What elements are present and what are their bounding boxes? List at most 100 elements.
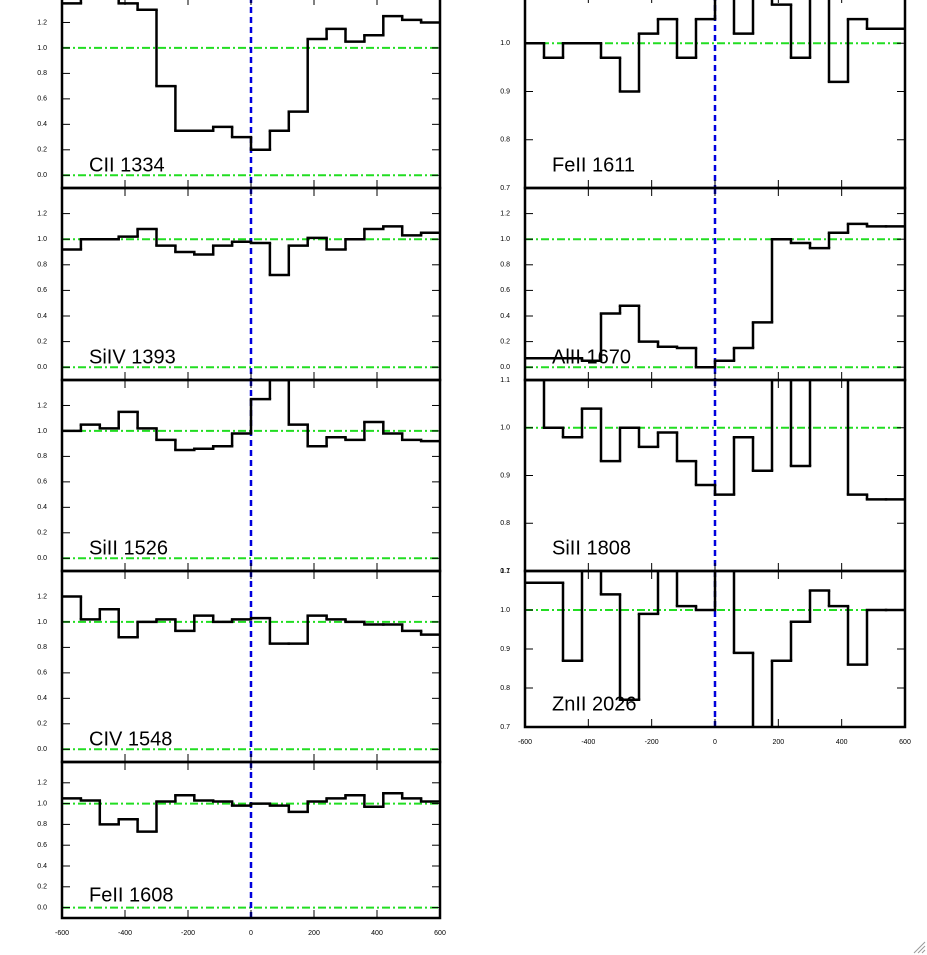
y-tick-label: 0.8 <box>37 453 47 460</box>
y-tick-label: 1.0 <box>500 607 510 614</box>
y-tick-label: 1.0 <box>500 236 510 243</box>
line-label: SiII 1808 <box>552 537 631 559</box>
step-series <box>62 791 440 833</box>
y-tick-label: 0.6 <box>37 479 47 486</box>
x-tick-label: 600 <box>434 930 446 937</box>
y-tick-label: 0.4 <box>37 695 47 702</box>
y-tick-label: 0.0 <box>37 904 47 911</box>
y-tick-label: 0.9 <box>500 88 510 95</box>
y-tick-label: 0.9 <box>500 646 510 653</box>
x-tick-label: -600 <box>55 930 69 937</box>
y-tick-label: 0.7 <box>500 185 510 192</box>
y-tick-label: 0.0 <box>37 364 47 371</box>
step-series <box>525 0 905 93</box>
line-label: SiII 1526 <box>89 537 168 559</box>
y-tick-label: 1.1 <box>500 377 510 384</box>
y-tick-label: 0.6 <box>500 287 510 294</box>
y-tick-label: 1.2 <box>37 19 47 26</box>
resize-grip <box>913 941 926 954</box>
line-label: FeII 1608 <box>89 884 174 906</box>
panel: 0.0 0.2 0.4 0.6 0.8 1.0 1.2 -600 -400 -200 0 200 400… <box>37 760 446 937</box>
step-series <box>525 571 905 727</box>
panel: 0.0 0.2 0.4 0.6 0.8 1.0 1.2 CIV 1548 <box>37 569 442 764</box>
x-tick-label: 200 <box>772 739 784 746</box>
y-tick-label: 1.2 <box>37 210 47 217</box>
x-tick-label: -400 <box>118 930 132 937</box>
y-tick-label: 1.2 <box>37 402 47 409</box>
y-tick-label: 0.2 <box>37 147 47 154</box>
y-tick-label: 0.0 <box>37 172 47 179</box>
x-tick-label: 0 <box>249 930 253 937</box>
y-tick-label: 1.0 <box>37 236 47 243</box>
y-tick-label: 0.8 <box>500 685 510 692</box>
y-tick-label: 0.6 <box>37 287 47 294</box>
panel: 0.0 0.2 0.4 0.6 0.8 1.0 1.2 CII 1334 <box>37 0 442 190</box>
step-series <box>525 380 905 501</box>
y-tick-label: 1.2 <box>500 210 510 217</box>
x-tick-label: -600 <box>518 739 532 746</box>
y-tick-label: 0.8 <box>500 520 510 527</box>
y-tick-label: 1.0 <box>500 40 510 47</box>
y-tick-label: 0.8 <box>500 262 510 269</box>
y-tick-label: 1.0 <box>37 800 47 807</box>
y-tick-label: 1.0 <box>37 45 47 52</box>
panel: 0.0 0.2 0.4 0.6 0.8 1.0 1.2 SiIV 1393 <box>37 186 442 382</box>
line-label: AlII 1670 <box>552 346 631 368</box>
y-tick-label: 0.4 <box>37 863 47 870</box>
y-tick-label: 0.2 <box>37 721 47 728</box>
y-tick-label: 0.8 <box>37 821 47 828</box>
y-tick-label: 0.9 <box>500 472 510 479</box>
y-tick-label: 0.0 <box>500 364 510 371</box>
y-tick-label: 0.2 <box>500 338 510 345</box>
x-tick-label: 600 <box>899 739 911 746</box>
y-tick-label: 0.8 <box>500 137 510 144</box>
y-tick-label: 0.2 <box>37 884 47 891</box>
y-tick-label: 0.8 <box>37 644 47 651</box>
y-tick-label: 1.1 <box>500 568 510 575</box>
y-tick-label: 0.6 <box>37 670 47 677</box>
line-label: CII 1334 <box>89 154 165 176</box>
y-tick-label: 0.4 <box>37 313 47 320</box>
y-tick-label: 1.2 <box>37 780 47 787</box>
x-tick-label: -200 <box>645 739 659 746</box>
x-tick-label: 400 <box>371 930 383 937</box>
step-series <box>62 225 440 277</box>
step-series <box>525 222 905 369</box>
y-tick-label: 0.4 <box>37 504 47 511</box>
step-series <box>62 380 440 452</box>
y-tick-label: 0.2 <box>37 338 47 345</box>
y-tick-label: 0.7 <box>500 724 510 731</box>
line-label: CIV 1548 <box>89 728 172 750</box>
line-label: FeII 1611 <box>552 154 635 176</box>
panel: 0.7 0.8 0.9 1.0 1.1 SiII 1808 <box>500 377 907 575</box>
panel: 0.70.80.91.01.1FeII 1611 <box>500 0 907 192</box>
y-tick-label: 1.0 <box>37 428 47 435</box>
y-tick-label: 0.8 <box>37 70 47 77</box>
x-tick-label: -400 <box>581 739 595 746</box>
x-tick-label: 400 <box>836 739 848 746</box>
step-series <box>62 595 440 645</box>
y-tick-label: 0.8 <box>37 262 47 269</box>
panel: 0.7 0.8 0.9 1.0 1.1 -600 -400 -200 0 200 400 600 ZnI… <box>500 568 911 746</box>
y-tick-label: 0.4 <box>37 121 47 128</box>
line-label: SiIV 1393 <box>89 346 176 368</box>
panel: 0.0 0.2 0.4 0.6 0.8 1.0 1.2 AlII 1670 <box>500 186 907 382</box>
y-tick-label: 1.2 <box>37 593 47 600</box>
x-tick-label: 0 <box>713 739 717 746</box>
y-tick-label: 0.4 <box>500 313 510 320</box>
y-tick-label: 0.0 <box>37 555 47 562</box>
y-tick-label: 0.0 <box>37 746 47 753</box>
y-tick-label: 1.0 <box>37 619 47 626</box>
x-tick-label: 200 <box>308 930 320 937</box>
panel: 0.0 0.2 0.4 0.6 0.8 1.0 1.2 SiII 1526 <box>37 378 442 573</box>
y-tick-label: 0.6 <box>37 96 47 103</box>
y-tick-label: 0.2 <box>37 530 47 537</box>
line-label: ZnII 2026 <box>552 693 637 715</box>
x-tick-label: -200 <box>181 930 195 937</box>
y-tick-label: 1.0 <box>500 425 510 432</box>
step-series <box>62 0 440 152</box>
y-tick-label: 0.7 <box>500 568 510 575</box>
y-tick-label: 0.6 <box>37 842 47 849</box>
